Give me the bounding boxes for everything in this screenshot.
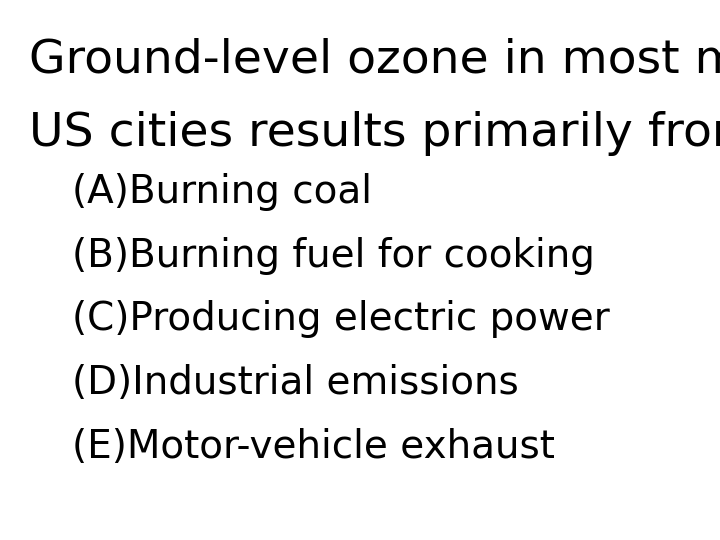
Text: (B)Burning fuel for cooking: (B)Burning fuel for cooking	[72, 237, 595, 274]
Text: (C)Producing electric power: (C)Producing electric power	[72, 300, 610, 338]
Text: (D)Industrial emissions: (D)Industrial emissions	[72, 364, 518, 402]
Text: Ground-level ozone in most major: Ground-level ozone in most major	[29, 38, 720, 83]
Text: US cities results primarily from: US cities results primarily from	[29, 111, 720, 156]
Text: (E)Motor-vehicle exhaust: (E)Motor-vehicle exhaust	[72, 428, 555, 465]
Text: (A)Burning coal: (A)Burning coal	[72, 173, 372, 211]
